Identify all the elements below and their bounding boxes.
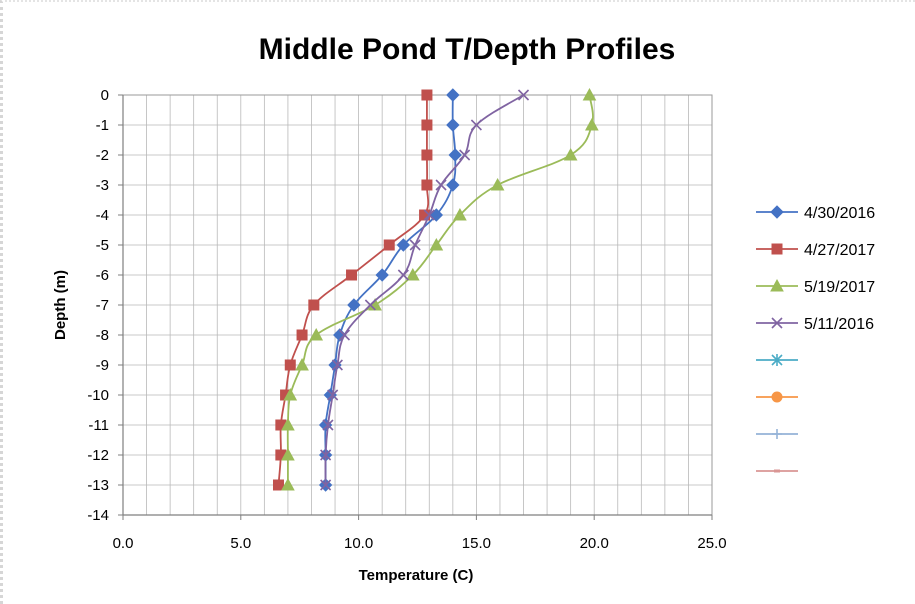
legend-swatch-marker bbox=[771, 354, 783, 366]
legend-swatch-marker bbox=[770, 278, 784, 292]
data-point bbox=[338, 329, 351, 341]
data-point bbox=[328, 358, 342, 372]
data-point bbox=[446, 118, 460, 132]
series-layer bbox=[272, 87, 599, 492]
y-tick-label: -14 bbox=[87, 507, 109, 524]
y-tick-label: -8 bbox=[96, 327, 109, 344]
data-point bbox=[421, 179, 433, 191]
data-point bbox=[421, 149, 433, 161]
data-point bbox=[364, 299, 376, 311]
x-tick-label: 0.0 bbox=[113, 535, 134, 552]
y-tick-label: -5 bbox=[96, 237, 109, 254]
data-point bbox=[423, 209, 435, 221]
chart-svg: Middle Pond T/Depth Profiles 0.0 5.0 10.0 1… bbox=[52, 33, 875, 584]
y-tick-label: -4 bbox=[96, 207, 109, 224]
data-point bbox=[331, 359, 343, 371]
data-point bbox=[296, 329, 308, 341]
legend-swatch-marker bbox=[772, 429, 782, 439]
y-tick-label: -12 bbox=[87, 447, 109, 464]
y-tick-labels: 0 -1 -2 -3 -4 -5 -6 -7 -8 -9 -10 -11 -12 -13 -14 bbox=[87, 87, 123, 524]
data-point bbox=[446, 88, 460, 102]
data-point bbox=[323, 388, 338, 402]
x-tick-label: 20.0 bbox=[580, 535, 609, 552]
y-tick-label: -9 bbox=[96, 357, 109, 374]
data-point bbox=[396, 238, 411, 252]
data-point bbox=[453, 207, 467, 221]
data-point bbox=[421, 119, 433, 131]
y-tick-label: -7 bbox=[96, 297, 109, 314]
data-point bbox=[448, 148, 462, 162]
series-line-1 bbox=[324, 94, 457, 485]
data-point bbox=[272, 479, 284, 491]
data-point bbox=[435, 179, 447, 191]
legend-label: 4/27/2017 bbox=[804, 242, 875, 259]
data-point bbox=[582, 87, 597, 101]
y-tick-label: -3 bbox=[96, 177, 109, 194]
data-point bbox=[284, 359, 296, 371]
grid bbox=[122, 94, 713, 516]
x-tick-label: 15.0 bbox=[462, 535, 491, 552]
data-point bbox=[517, 89, 530, 101]
data-point bbox=[375, 268, 389, 282]
y-tick-label: 0 bbox=[101, 87, 109, 104]
legend-swatch-marker bbox=[774, 469, 780, 473]
legend-swatch-marker bbox=[771, 243, 783, 255]
legend-label: 4/30/2016 bbox=[804, 205, 875, 222]
data-point bbox=[295, 357, 309, 371]
legend-label: 5/11/2016 bbox=[804, 316, 874, 333]
data-point bbox=[563, 147, 578, 161]
data-point bbox=[281, 447, 295, 461]
data-point bbox=[309, 327, 324, 341]
data-point bbox=[322, 419, 334, 431]
legend: 4/30/2016 4/27/2017 5/19/2017 5/11/2016 bbox=[756, 205, 875, 473]
data-point bbox=[429, 237, 444, 251]
data-point bbox=[327, 389, 339, 401]
x-tick-label: 5.0 bbox=[230, 535, 251, 552]
data-point bbox=[281, 477, 295, 491]
y-tick-label: -10 bbox=[87, 387, 109, 404]
x-tick-labels: 0.0 5.0 10.0 15.0 20.0 25.0 bbox=[113, 515, 727, 552]
data-point bbox=[318, 418, 333, 432]
data-point bbox=[470, 119, 482, 131]
data-point bbox=[347, 298, 361, 312]
data-point bbox=[308, 299, 320, 311]
y-tick-label: -1 bbox=[96, 117, 109, 134]
y-tick-label: -2 bbox=[96, 147, 109, 164]
data-point bbox=[490, 177, 505, 191]
data-point bbox=[320, 449, 332, 461]
data-point bbox=[383, 239, 395, 251]
legend-swatch-marker bbox=[771, 317, 783, 329]
y-axis-title: Depth (m) bbox=[52, 270, 69, 340]
data-point bbox=[421, 89, 433, 101]
y-tick-label: -13 bbox=[87, 477, 109, 494]
data-point bbox=[320, 479, 332, 491]
legend-swatch-marker bbox=[771, 391, 783, 403]
data-point bbox=[283, 387, 298, 401]
data-point bbox=[409, 239, 421, 251]
y-tick-label: -11 bbox=[88, 417, 109, 434]
data-point bbox=[281, 417, 295, 431]
data-point bbox=[459, 149, 471, 161]
y-tick-label: -6 bbox=[96, 267, 109, 284]
data-point bbox=[585, 117, 599, 131]
data-point bbox=[346, 269, 358, 281]
data-point bbox=[446, 178, 460, 192]
legend-swatch-marker bbox=[770, 205, 784, 219]
legend-label: 5/19/2017 bbox=[804, 279, 875, 296]
x-tick-label: 10.0 bbox=[344, 535, 373, 552]
x-axis-title: Temperature (C) bbox=[359, 567, 474, 584]
data-point bbox=[405, 267, 420, 281]
chart-title: Middle Pond T/Depth Profiles bbox=[259, 33, 676, 66]
data-point bbox=[397, 269, 409, 281]
x-tick-label: 25.0 bbox=[697, 535, 726, 552]
